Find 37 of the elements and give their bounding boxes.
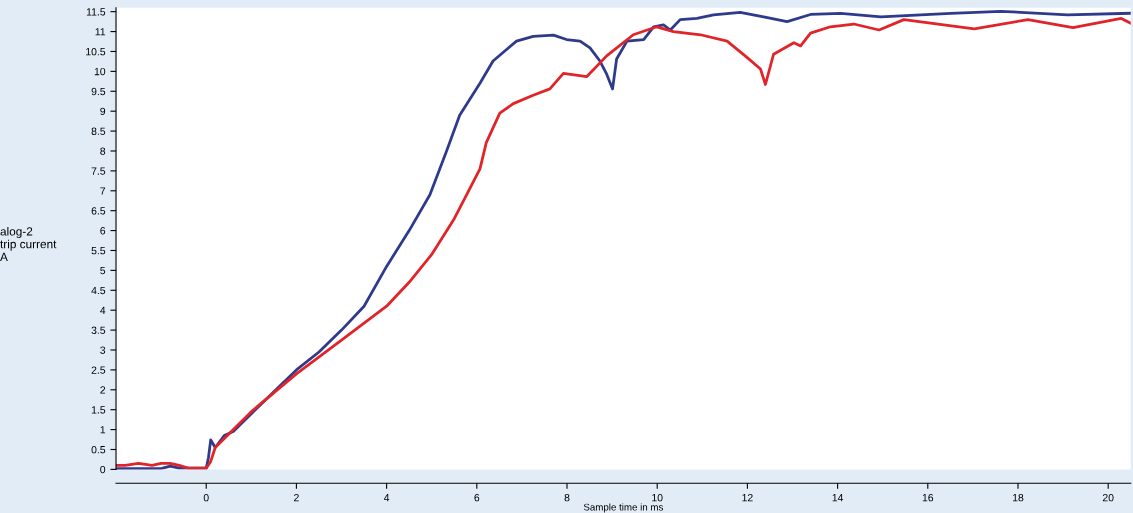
- y-tick-label: 4.5: [91, 286, 106, 295]
- y-tick-label: 0: [100, 465, 106, 474]
- y-axis-title: alog-2 trip current A: [0, 226, 57, 261]
- x-tick-label: 14: [832, 494, 844, 502]
- y-tick-label: 4: [100, 306, 106, 314]
- y-tick-label: 10.5: [86, 47, 106, 56]
- y-tick-label: 5.5: [91, 247, 106, 255]
- x-tick-label: 10: [652, 493, 663, 502]
- y-tick-label: 2: [100, 386, 106, 394]
- x-tick-label: 20: [1102, 493, 1114, 502]
- y-tick-label: 3.5: [91, 326, 106, 334]
- y-tick-label: 8.5: [91, 127, 106, 135]
- x-tick-label: 12: [742, 493, 753, 502]
- x-axis-title: Sample time in ms: [583, 503, 664, 513]
- y-tick-label: 11.5: [86, 8, 106, 16]
- y-tick-label: 2.5: [91, 366, 106, 374]
- x-tick-label: 0: [203, 493, 209, 502]
- x-tick-label: 18: [1012, 493, 1024, 502]
- y-tick-label: 7: [100, 187, 106, 195]
- x-tick-label: 16: [922, 493, 934, 502]
- y-tick-label: 9.5: [91, 87, 106, 96]
- y-tick-label: 3: [100, 346, 106, 354]
- y-tick-label: 0.5: [91, 445, 106, 454]
- x-tick-label: 2: [294, 493, 299, 502]
- x-tick-label: 6: [474, 493, 480, 502]
- y-tick-label: 1.5: [91, 406, 106, 414]
- y-tick-label: 8: [100, 147, 106, 155]
- x-tick-label: 4: [383, 494, 390, 502]
- y-tick-label: 6.5: [91, 207, 106, 215]
- y-tick-label: 9: [100, 107, 106, 116]
- y-tick-label: 7.5: [91, 167, 106, 175]
- y-tick-label: 1: [100, 426, 106, 434]
- x-tick-label: 8: [564, 493, 570, 502]
- y-tick-label: 6: [100, 227, 106, 235]
- y-tick-label: 5: [100, 266, 106, 275]
- y-tick-label: 10: [94, 67, 106, 76]
- y-tick-label: 11: [95, 28, 106, 36]
